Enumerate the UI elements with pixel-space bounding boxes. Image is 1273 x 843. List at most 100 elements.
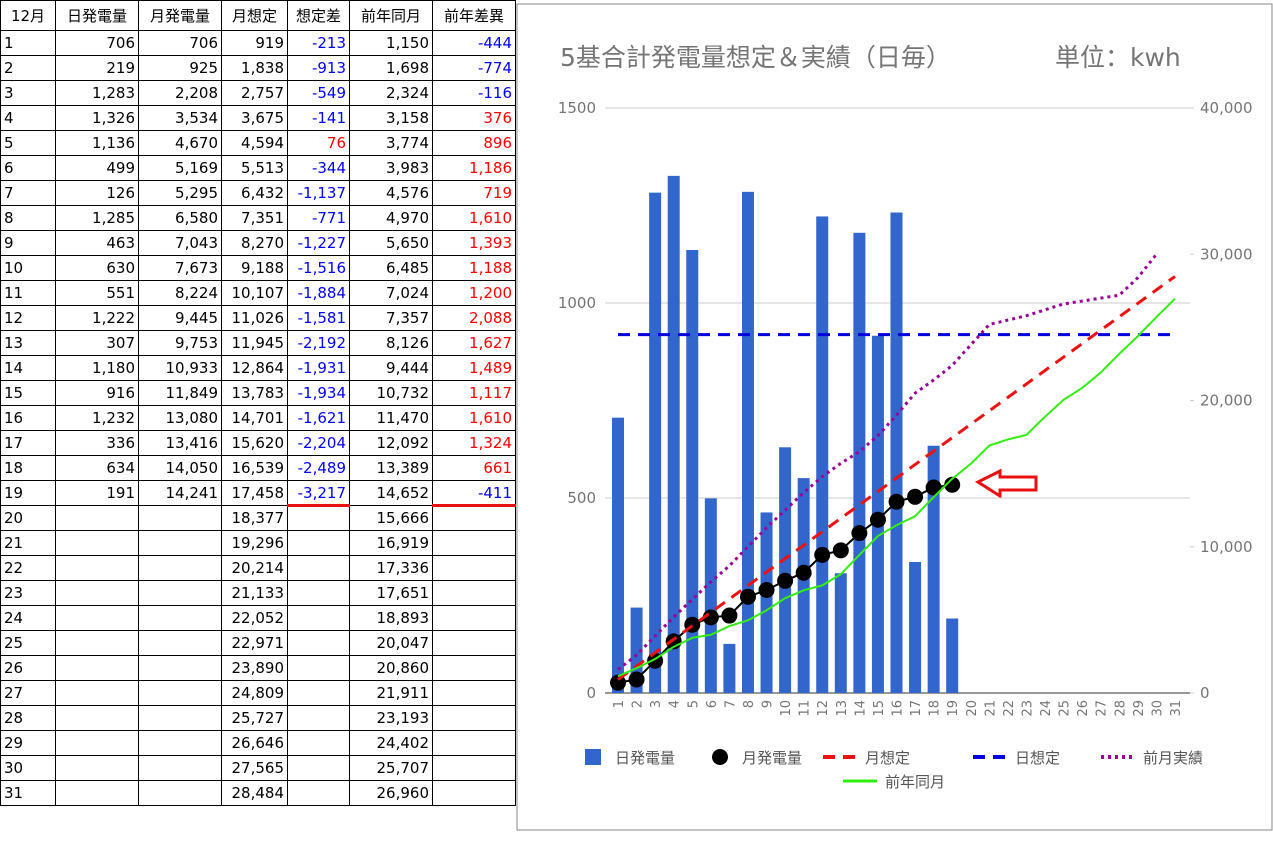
table-cell: 3,675 [221, 105, 288, 131]
table-cell: 5 [0, 130, 56, 156]
chart: 5基合計発電量想定＆実績（日毎） 単位：kwh 0 500 1000 1500 0 10,… [516, 3, 1273, 831]
x-tick-label: 13 [835, 700, 850, 717]
table-cell [287, 580, 350, 606]
table-cell: 18 [0, 455, 56, 481]
marker [851, 525, 868, 542]
table-row: 3 1,283 2,208 2,757 -549 2,324 -116 [0, 80, 516, 106]
table-cell: 24 [0, 605, 56, 631]
table-cell: 14 [0, 355, 56, 381]
table-cell: -1,934 [287, 380, 350, 406]
legend-label: 日発電量 [615, 749, 675, 767]
table-cell [432, 530, 516, 556]
bar [816, 216, 829, 694]
table-cell [432, 730, 516, 756]
table-cell [287, 755, 350, 781]
table-cell: 31 [0, 780, 56, 806]
table-row: 23 21,133 17,651 [0, 580, 516, 606]
table-cell [287, 730, 350, 756]
bar [612, 417, 624, 693]
marker [907, 488, 924, 505]
table-cell: 16,539 [221, 455, 288, 481]
table-cell: 22,052 [221, 605, 288, 631]
table-cell: 9,445 [138, 305, 222, 331]
table-cell: 126 [55, 180, 139, 206]
table-cell: -116 [432, 80, 516, 106]
table-cell: -1,621 [287, 405, 350, 431]
table-cell: 23 [0, 580, 56, 606]
table-cell: 2,208 [138, 80, 222, 106]
table-cell: 1,186 [432, 155, 516, 181]
table-cell: 19,296 [221, 530, 288, 556]
table-cell: 11,470 [349, 405, 433, 431]
table-cell: 661 [432, 455, 516, 481]
table-row: 27 24,809 21,911 [0, 680, 516, 706]
table-cell: 17,458 [221, 480, 288, 506]
table-cell [55, 655, 139, 681]
table-cell: 月発電量 [138, 0, 222, 31]
table-cell: 7 [0, 180, 56, 206]
table-cell: -2,204 [287, 430, 350, 456]
legend-label: 月発電量 [742, 749, 802, 767]
x-tick-label: 25 [1058, 700, 1073, 717]
table-cell: 10,732 [349, 380, 433, 406]
table-cell: 1,838 [221, 55, 288, 81]
table-cell: 919 [221, 30, 288, 56]
table-cell: 17,651 [349, 580, 433, 606]
table-cell: 9,753 [138, 330, 222, 356]
arrow [974, 468, 1038, 499]
table-cell: 2,324 [349, 80, 433, 106]
table-cell: 日発電量 [55, 0, 139, 31]
series-line [617, 275, 1176, 681]
table-cell: 463 [55, 230, 139, 256]
table-cell: 24,402 [349, 730, 433, 756]
table-cell [432, 705, 516, 731]
marker [814, 546, 831, 563]
table-cell: 22 [0, 555, 56, 581]
table-cell: 1 [0, 30, 56, 56]
series-line [617, 253, 1158, 671]
table-cell: 1,698 [349, 55, 433, 81]
table-cell: 8,126 [349, 330, 433, 356]
marker [702, 609, 719, 626]
table-cell: 1,136 [55, 130, 139, 156]
table-cell: 10 [0, 255, 56, 281]
table-cell: 630 [55, 255, 139, 281]
table-cell: 17 [0, 430, 56, 456]
x-tick-label: 3 [649, 700, 664, 708]
legend-label: 前月実績 [1143, 749, 1203, 767]
chart-title: 5基合計発電量想定＆実績（日毎） [560, 43, 951, 72]
table-cell [432, 555, 516, 581]
bar [741, 191, 754, 693]
bar [630, 607, 643, 693]
table-cell: 12,092 [349, 430, 433, 456]
bar [649, 192, 662, 693]
table-row: 31 28,484 26,960 [0, 780, 516, 806]
table-cell: 1,232 [55, 405, 139, 431]
table-cell: 4 [0, 105, 56, 131]
table-row: 20 18,377 15,666 [0, 505, 516, 531]
table-cell: -3,217 [287, 480, 350, 507]
table-cell: 6,580 [138, 205, 222, 231]
table-cell: 2 [0, 55, 56, 81]
x-tick-label: 28 [1113, 700, 1128, 717]
table-cell [432, 505, 516, 531]
data-table: 12月 日発電量 月発電量 月想定 想定差 前年同月 前年差異 1 706 706 919 -213 1… [0, 0, 516, 806]
table-cell: 3,983 [349, 155, 433, 181]
table-cell: 1,188 [432, 255, 516, 281]
table-cell: -1,227 [287, 230, 350, 256]
table-cell: 14,652 [349, 480, 433, 506]
table-cell: 4,970 [349, 205, 433, 231]
table-cell: 28,484 [221, 780, 288, 806]
x-tick-label: 5 [686, 700, 701, 708]
table-cell [55, 505, 139, 531]
table-cell: 6,485 [349, 255, 433, 281]
table-cell [55, 730, 139, 756]
table-cell [432, 630, 516, 656]
table-cell [55, 780, 139, 806]
table-cell: 2,088 [432, 305, 516, 331]
table-cell: 17,336 [349, 555, 433, 581]
table-row: 29 26,646 24,402 [0, 730, 516, 756]
table-cell: -444 [432, 30, 516, 56]
table-cell: -1,931 [287, 355, 350, 381]
x-tick-label: 12 [816, 700, 831, 717]
